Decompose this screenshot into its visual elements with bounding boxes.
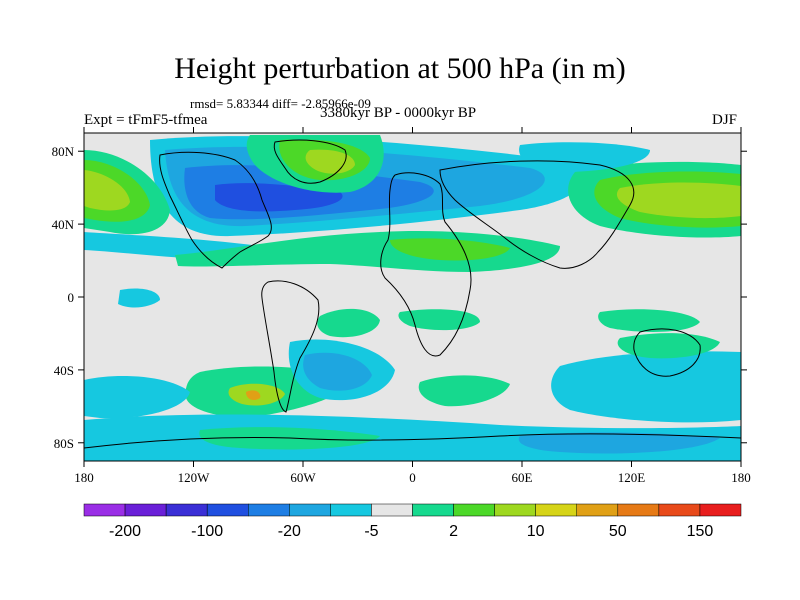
- coastlines: [84, 139, 741, 449]
- coast-asia: [439, 160, 635, 269]
- colorbar-swatch: [83, 503, 126, 517]
- contour-pos-npac-west-3: [84, 170, 130, 211]
- colorbar-swatch: [617, 503, 660, 517]
- x-tick-label: 0: [409, 470, 416, 485]
- colorbar-label: -20: [278, 523, 301, 540]
- y-tick-label: 40S: [54, 363, 74, 378]
- colorbar-swatch: [371, 503, 413, 517]
- contour-neg-asia: [519, 142, 650, 172]
- contour-neg-south-4b: [84, 376, 190, 419]
- coast-north-america: [159, 151, 272, 269]
- colorbar-label: -5: [364, 523, 378, 540]
- contour-pos-south-3: [418, 375, 510, 407]
- colorbar-swatch: [453, 503, 495, 517]
- contour-pos-atlantic-2: [390, 238, 510, 261]
- contour-pos-trop-1: [317, 308, 380, 338]
- season-label: DJF: [712, 112, 738, 128]
- colorbar-swatch: [535, 503, 577, 517]
- colorbar-swatch: [494, 503, 536, 517]
- coast-australia: [633, 328, 701, 377]
- colorbar-swatch: [165, 503, 208, 517]
- x-tick-label: 120W: [178, 470, 211, 485]
- colorbar-swatch: [576, 503, 619, 517]
- colorbar: -200 -100 -20 -5 2 10 50 150: [83, 503, 742, 540]
- map-plot-area: [84, 133, 741, 461]
- colorbar-label: 150: [687, 523, 714, 540]
- y-tick-label: 80S: [54, 436, 74, 451]
- x-tick-label: 180: [731, 470, 751, 485]
- y-tick-label: 0: [68, 290, 75, 305]
- x-tick-label: 60E: [512, 470, 533, 485]
- colorbar-swatch: [206, 503, 249, 517]
- colorbar-swatch: [330, 503, 372, 517]
- x-axis: 180 120W 60W 0 60E 120E 180: [74, 127, 751, 485]
- x-tick-label: 120E: [618, 470, 646, 485]
- period-label: 3380kyr BP - 0000kyr BP: [320, 105, 477, 121]
- x-tick-label: 180: [74, 470, 94, 485]
- coast-antarctica: [84, 433, 741, 449]
- coast-greenland: [273, 139, 347, 184]
- stats-label: rmsd= 5.83344 diff= -2.85966e-09: [190, 96, 371, 111]
- experiment-label: Expt = tFmF5-tfmea: [84, 112, 208, 128]
- colorbar-label: 2: [449, 523, 458, 540]
- colorbar-label: -100: [191, 523, 223, 540]
- contour-neg-south-4: [551, 351, 741, 423]
- contour-pos-trop-4: [598, 309, 700, 332]
- x-tick-label: 60W: [290, 470, 316, 485]
- coast-europe-africa: [380, 172, 472, 357]
- contour-neg-trop-3: [118, 288, 160, 308]
- colorbar-swatch: [699, 503, 742, 517]
- colorbar-label: 10: [527, 523, 545, 540]
- colorbar-swatch: [412, 503, 454, 517]
- colorbar-swatch: [289, 503, 331, 517]
- y-axis: 80N 40N 0 40S 80S: [52, 144, 747, 451]
- contour-neg-south-2b: [303, 352, 372, 391]
- contour-neg-antarctic-2: [518, 432, 720, 454]
- colorbar-swatch: [124, 503, 167, 517]
- colorbar-label: 50: [609, 523, 627, 540]
- colorbar-swatch: [658, 503, 701, 517]
- coast-south-america: [261, 280, 320, 413]
- y-tick-label: 40N: [52, 217, 75, 232]
- colorbar-swatch: [248, 503, 290, 517]
- colorbar-label: -200: [109, 523, 141, 540]
- contour-pos-south-1c: [246, 390, 261, 400]
- contour-pos-greenland-3: [305, 149, 355, 174]
- y-tick-label: 80N: [52, 144, 75, 159]
- chart-title: Height perturbation at 500 hPa (in m): [174, 52, 626, 85]
- contour-pos-npac-east-3: [616, 182, 741, 219]
